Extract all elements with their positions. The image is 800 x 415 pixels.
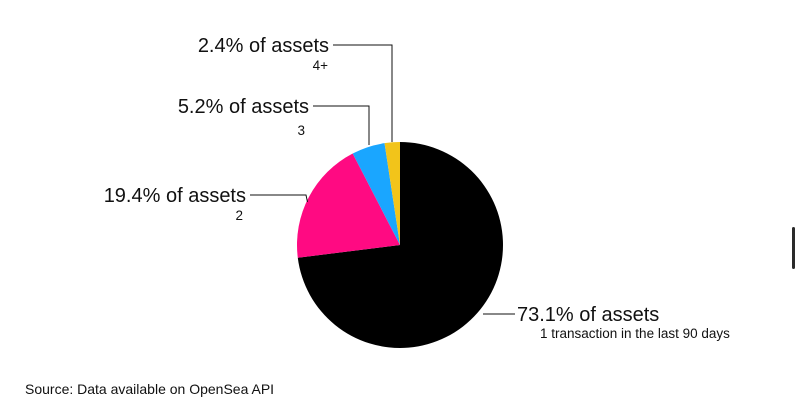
slice-category-label-0: 1 transaction in the last 90 days [540,326,730,341]
leader-line-1 [250,194,308,203]
slice-category-label-1: 2 [235,208,243,223]
slice-percent-label-2: 5.2% of assets [178,96,309,118]
leader-line-2 [313,105,370,145]
slice-percent-label-1: 19.4% of assets [104,185,246,207]
source-note: Source: Data available on OpenSea API [25,381,275,397]
slice-category-label-2: 3 [297,123,305,138]
pie-slices [296,142,503,349]
slice-percent-label-0: 73.1% of assets [517,304,659,326]
scrollbar[interactable] [792,227,795,269]
leader-lines [250,44,515,315]
slice-category-label-3: 4+ [313,58,329,73]
leader-line-3 [333,44,393,142]
pie-slice-2 [352,143,400,245]
pie-slice-3 [384,142,400,245]
slice-percent-label-3: 2.4% of assets [198,35,329,57]
pie-slice-1 [296,153,400,258]
pie-slice-0 [297,142,503,349]
